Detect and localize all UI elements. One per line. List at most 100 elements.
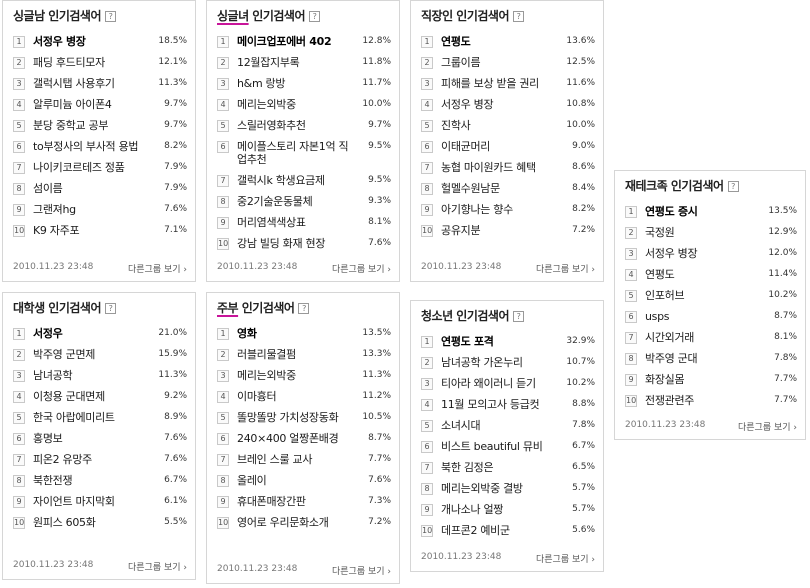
keyword-link[interactable]: 원피스 605화 xyxy=(33,516,96,529)
keyword-row[interactable]: 6 usps 8.7% xyxy=(625,306,797,327)
keyword-row[interactable]: 8 중2기술운동물체 9.3% xyxy=(217,191,391,212)
keyword-link[interactable]: 소녀시대 xyxy=(441,419,481,432)
keyword-link[interactable]: 국정원 xyxy=(645,226,675,239)
keyword-row[interactable]: 7 나이키코르테즈 정품 7.9% xyxy=(13,157,187,178)
keyword-row[interactable]: 9 화장실몸 7.7% xyxy=(625,369,797,390)
keyword-row[interactable]: 6 홍명보 7.6% xyxy=(13,428,187,449)
keyword-row[interactable]: 4 메리는외박중 10.0% xyxy=(217,94,391,115)
keyword-row[interactable]: 10 데프콘2 예비군 5.6% xyxy=(421,520,595,541)
keyword-link[interactable]: 이청용 군대면제 xyxy=(33,390,105,403)
keyword-link[interactable]: 분당 중학교 공부 xyxy=(33,119,109,132)
keyword-row[interactable]: 1 메이크업포에버 402 12.8% xyxy=(217,31,391,52)
help-icon[interactable]: ? xyxy=(513,11,524,22)
help-icon[interactable]: ? xyxy=(298,303,310,314)
keyword-row[interactable]: 8 섬이름 7.9% xyxy=(13,178,187,199)
keyword-link[interactable]: 북한전쟁 xyxy=(33,474,73,487)
keyword-row[interactable]: 5 한국 아랍에미리트 8.9% xyxy=(13,407,187,428)
keyword-link[interactable]: 스릴러영화추천 xyxy=(237,119,306,132)
keyword-row[interactable]: 3 서정우 병장 12.0% xyxy=(625,243,797,264)
keyword-row[interactable]: 10 강남 빌딩 화재 현장 7.6% xyxy=(217,233,391,254)
keyword-row[interactable]: 2 남녀공학 가온누리 10.7% xyxy=(421,352,595,373)
keyword-row[interactable]: 6 비스트 beautiful 뮤비 6.7% xyxy=(421,436,595,457)
keyword-link[interactable]: 올레이 xyxy=(237,474,267,487)
keyword-link[interactable]: 피온2 유망주 xyxy=(33,453,92,466)
keyword-row[interactable]: 6 메이플스토리 자본1억 직업추천 9.5% xyxy=(217,136,391,170)
keyword-link[interactable]: to부정사의 부사적 용법 xyxy=(33,140,139,153)
keyword-row[interactable]: 10 K9 자주포 7.1% xyxy=(13,220,187,241)
keyword-row[interactable]: 3 갤럭시탭 사용후기 11.3% xyxy=(13,73,187,94)
keyword-link[interactable]: 화장실몸 xyxy=(645,373,685,386)
keyword-link[interactable]: 개나소나 얼짱 xyxy=(441,503,504,516)
keyword-row[interactable]: 3 메리는외박중 11.3% xyxy=(217,365,391,386)
keyword-link[interactable]: 그랜져hg xyxy=(33,203,76,216)
keyword-row[interactable]: 6 to부정사의 부사적 용법 8.2% xyxy=(13,136,187,157)
keyword-row[interactable]: 4 알루미늄 아이폰4 9.7% xyxy=(13,94,187,115)
keyword-link[interactable]: 티아라 왜이러니 듣기 xyxy=(441,377,536,390)
keyword-row[interactable]: 9 그랜져hg 7.6% xyxy=(13,199,187,220)
keyword-row[interactable]: 10 공유지분 7.2% xyxy=(421,220,595,241)
help-icon[interactable]: ? xyxy=(309,11,321,22)
keyword-link[interactable]: 서정우 병장 xyxy=(33,35,86,48)
keyword-link[interactable]: 피해를 보상 받을 권리 xyxy=(441,77,539,90)
keyword-link[interactable]: 머리염색색상표 xyxy=(237,216,306,229)
keyword-link[interactable]: 이마흉터 xyxy=(237,390,277,403)
keyword-row[interactable]: 8 북한전쟁 6.7% xyxy=(13,470,187,491)
keyword-link[interactable]: 남녀공학 가온누리 xyxy=(441,356,523,369)
keyword-row[interactable]: 4 이마흉터 11.2% xyxy=(217,386,391,407)
keyword-row[interactable]: 8 올레이 7.6% xyxy=(217,470,391,491)
keyword-link[interactable]: 아기향나는 향수 xyxy=(441,203,513,216)
keyword-link[interactable]: 패딩 후드티모자 xyxy=(33,56,105,69)
keyword-row[interactable]: 1 연평도 13.6% xyxy=(421,31,595,52)
keyword-row[interactable]: 5 진학사 10.0% xyxy=(421,115,595,136)
keyword-link[interactable]: 중2기술운동물체 xyxy=(237,195,313,208)
other-group-link[interactable]: 다른그룹 보기 xyxy=(332,564,391,577)
other-group-link[interactable]: 다른그룹 보기 xyxy=(536,262,595,275)
help-icon[interactable]: ? xyxy=(513,311,524,322)
keyword-link[interactable]: 240×400 얼짱폰배경 xyxy=(237,432,339,445)
keyword-link[interactable]: usps xyxy=(645,310,670,323)
other-group-link[interactable]: 다른그룹 보기 xyxy=(536,552,595,565)
keyword-link[interactable]: 메이크업포에버 402 xyxy=(237,35,332,48)
keyword-row[interactable]: 5 똘망똘망 가치성장동화 10.5% xyxy=(217,407,391,428)
other-group-link[interactable]: 다른그룹 보기 xyxy=(128,262,187,275)
keyword-link[interactable]: 똘망똘망 가치성장동화 xyxy=(237,411,339,424)
keyword-row[interactable]: 3 h&m 랑방 11.7% xyxy=(217,73,391,94)
keyword-row[interactable]: 9 자이언트 마지막회 6.1% xyxy=(13,491,187,512)
keyword-row[interactable]: 10 원피스 605화 5.5% xyxy=(13,512,187,533)
keyword-row[interactable]: 4 11월 모의고사 등급컷 8.8% xyxy=(421,394,595,415)
help-icon[interactable]: ? xyxy=(727,181,739,192)
keyword-row[interactable]: 10 전쟁관련주 7.7% xyxy=(625,390,797,411)
keyword-row[interactable]: 1 연평도 포격 32.9% xyxy=(421,331,595,352)
other-group-link[interactable]: 다른그룹 보기 xyxy=(738,420,797,433)
keyword-row[interactable]: 2 그룹이름 12.5% xyxy=(421,52,595,73)
help-icon[interactable]: ? xyxy=(105,303,116,314)
keyword-link[interactable]: 비스트 beautiful 뮤비 xyxy=(441,440,543,453)
keyword-link[interactable]: 한국 아랍에미리트 xyxy=(33,411,115,424)
other-group-link[interactable]: 다른그룹 보기 xyxy=(332,262,391,275)
keyword-row[interactable]: 9 휴대폰매장간판 7.3% xyxy=(217,491,391,512)
keyword-link[interactable]: 알루미늄 아이폰4 xyxy=(33,98,112,111)
keyword-row[interactable]: 4 서정우 병장 10.8% xyxy=(421,94,595,115)
keyword-link[interactable]: 홍명보 xyxy=(33,432,63,445)
keyword-row[interactable]: 7 갤럭시k 학생요금제 9.5% xyxy=(217,170,391,191)
keyword-link[interactable]: 갤럭시탭 사용후기 xyxy=(33,77,115,90)
keyword-link[interactable]: 서정우 병장 xyxy=(645,247,698,260)
keyword-row[interactable]: 6 이태균머리 9.0% xyxy=(421,136,595,157)
keyword-link[interactable]: 메리는외박중 xyxy=(237,98,296,111)
keyword-link[interactable]: 나이키코르테즈 정품 xyxy=(33,161,125,174)
keyword-link[interactable]: 영어로 우리문화소개 xyxy=(237,516,329,529)
keyword-link[interactable]: 12월잡지부록 xyxy=(237,56,300,69)
keyword-row[interactable]: 7 브레인 스룰 교사 7.7% xyxy=(217,449,391,470)
keyword-row[interactable]: 9 개나소나 얼짱 5.7% xyxy=(421,499,595,520)
keyword-row[interactable]: 1 서정우 21.0% xyxy=(13,323,187,344)
keyword-row[interactable]: 2 박주영 군면제 15.9% xyxy=(13,344,187,365)
keyword-link[interactable]: 러블리물결펌 xyxy=(237,348,296,361)
keyword-row[interactable]: 4 이청용 군대면제 9.2% xyxy=(13,386,187,407)
keyword-row[interactable]: 7 피온2 유망주 7.6% xyxy=(13,449,187,470)
keyword-link[interactable]: 갤럭시k 학생요금제 xyxy=(237,174,325,187)
keyword-link[interactable]: 11월 모의고사 등급컷 xyxy=(441,398,540,411)
keyword-row[interactable]: 5 분당 중학교 공부 9.7% xyxy=(13,115,187,136)
keyword-row[interactable]: 1 연평도 증시 13.5% xyxy=(625,201,797,222)
keyword-link[interactable]: 연평도 xyxy=(441,35,471,48)
keyword-row[interactable]: 2 패딩 후드티모자 12.1% xyxy=(13,52,187,73)
